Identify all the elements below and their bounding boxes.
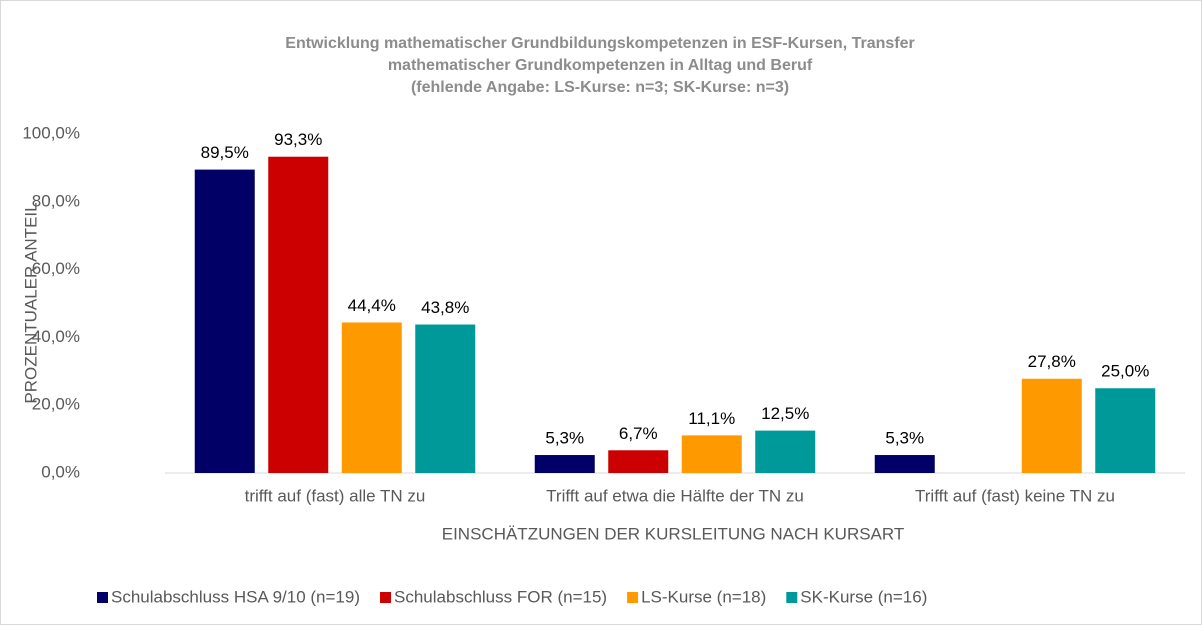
x-tick-label: Trifft auf etwa die Hälfte der TN zu <box>546 486 804 505</box>
y-tick-label: 60,0% <box>32 259 80 278</box>
legend-swatch <box>786 592 798 603</box>
bar <box>194 169 255 473</box>
value-label: 43,8% <box>421 298 469 317</box>
value-label: 11,1% <box>688 409 735 428</box>
value-label: 93,3% <box>274 130 322 149</box>
value-label: 25,0% <box>1101 362 1149 381</box>
y-tick-label: 40,0% <box>32 327 80 346</box>
chart-title: (fehlende Angabe: LS-Kurse: n=3; SK-Kurs… <box>411 79 789 96</box>
value-label: 27,8% <box>1028 352 1076 371</box>
legend-label: LS-Kurse (n=18) <box>641 587 766 606</box>
y-tick-label: 80,0% <box>32 191 80 210</box>
bar <box>268 156 329 473</box>
value-label: 6,7% <box>619 424 658 443</box>
bar <box>608 450 669 473</box>
bar <box>1021 378 1082 473</box>
legend-swatch <box>97 592 108 603</box>
bar <box>415 324 476 473</box>
value-label: 89,5% <box>201 143 249 162</box>
y-tick-label: 20,0% <box>32 395 80 414</box>
y-axis-label: PROZENTUALER ANTEIL <box>21 202 40 403</box>
value-label: 5,3% <box>545 429 584 448</box>
legend-label: Schulabschluss HSA 9/10 (n=19) <box>111 587 360 606</box>
x-tick-label: trifft auf (fast) alle TN zu <box>245 486 426 505</box>
chart-title: Entwicklung mathematischer Grundbildungs… <box>285 35 914 52</box>
legend-label: Schulabschluss FOR (n=15) <box>394 587 607 606</box>
x-axis-label: EINSCHÄTZUNGEN DER KURSLEITUNG NACH KURS… <box>442 524 905 543</box>
bar <box>341 322 402 473</box>
legend-label: SK-Kurse (n=16) <box>800 587 927 606</box>
x-tick-label: Trifft auf (fast) keine TN zu <box>915 486 1115 505</box>
value-label: 44,4% <box>348 296 396 315</box>
y-tick-label: 100,0% <box>22 123 80 142</box>
value-label: 5,3% <box>885 429 924 448</box>
bar <box>755 430 816 473</box>
y-tick-label: 0,0% <box>41 462 80 481</box>
value-label: 12,5% <box>761 404 809 423</box>
bar <box>1095 388 1156 473</box>
chart-title: mathematischer Grundkompetenzen in Allta… <box>388 57 813 74</box>
legend-swatch <box>627 592 639 603</box>
bar <box>534 455 595 473</box>
legend-swatch <box>380 592 392 603</box>
bar <box>874 455 935 473</box>
bar <box>681 435 742 473</box>
